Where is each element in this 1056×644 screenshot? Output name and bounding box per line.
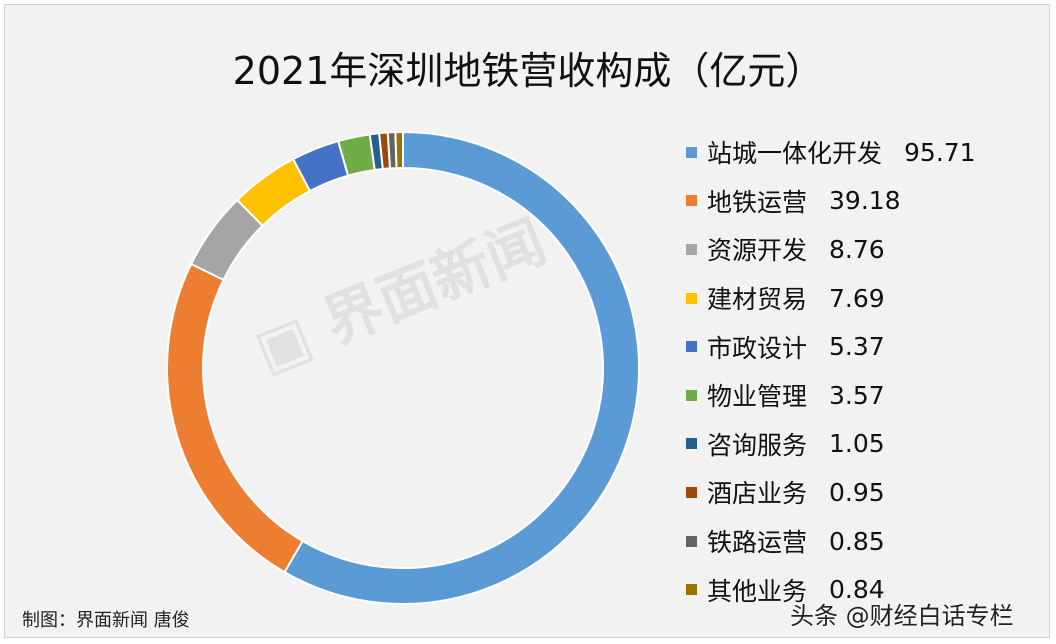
legend-swatch [686,195,697,207]
legend-label: 建材贸易 [707,285,808,315]
source-watermark: 头条 @财经白话专栏 [790,602,1014,630]
donut-slice-1 [166,262,304,574]
legend-value: 7.69 [829,283,885,313]
legend-item: 其他业务 0.84 [686,565,976,614]
legend-value: 3.57 [829,380,885,410]
legend-swatch [686,389,697,401]
legend-label: 铁路运营 [707,528,808,558]
legend-value: 0.84 [829,575,885,605]
legend-swatch [686,486,697,498]
donut-slice-0 [283,130,640,605]
legend-value: 0.95 [829,477,885,507]
legend-label: 其他业务 [707,576,808,606]
legend-label: 地铁运营 [707,187,808,217]
legend-swatch [686,243,697,255]
legend-swatch [686,438,697,450]
legend-label: 物业管理 [707,382,808,412]
legend-label: 市政设计 [707,333,808,363]
legend-item: 资源开发 8.76 [686,225,976,274]
legend-label: 咨询服务 [707,430,808,460]
legend-swatch [686,341,697,353]
legend-item: 站城一体化开发 95.71 [686,128,976,177]
legend-item: 咨询服务 1.05 [686,420,976,469]
legend-label: 站城一体化开发 [707,139,883,169]
legend-value: 1.05 [829,429,885,459]
legend-item: 市政设计 5.37 [686,322,976,371]
legend-value: 0.85 [829,526,885,556]
credit-text: 制图：界面新闻 唐俊 [22,610,190,631]
legend-value: 95.71 [904,137,976,167]
legend-item: 酒店业务 0.95 [686,468,976,517]
legend-label: 资源开发 [707,236,808,266]
legend-swatch [686,292,697,304]
legend-label: 酒店业务 [707,479,808,509]
donut-slice-9 [394,130,404,170]
legend-item: 铁路运营 0.85 [686,517,976,566]
legend-item: 物业管理 3.57 [686,371,976,420]
legend-value: 8.76 [829,234,885,264]
legend-value: 5.37 [829,332,885,362]
legend-item: 地铁运营 39.18 [686,177,976,226]
legend-item: 建材贸易 7.69 [686,274,976,323]
legend: 站城一体化开发 95.71 地铁运营 39.18 资源开发 8.76 建材贸易 7.69 市政设… [686,128,976,614]
chart-title: 2021年深圳地铁营收构成（亿元） [232,49,824,93]
legend-value: 39.18 [829,186,901,216]
legend-swatch [686,146,697,158]
legend-swatch [686,535,697,547]
legend-swatch [686,584,697,596]
